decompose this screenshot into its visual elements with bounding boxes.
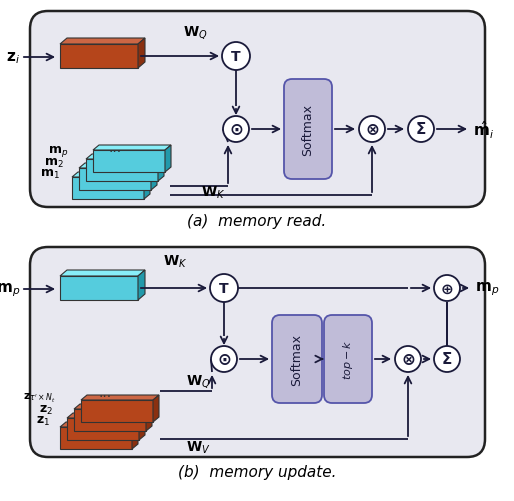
Bar <box>86 160 158 182</box>
Polygon shape <box>151 164 157 190</box>
FancyBboxPatch shape <box>30 247 485 457</box>
Text: $\mathbf{W}_Q$: $\mathbf{W}_Q$ <box>186 373 210 390</box>
FancyBboxPatch shape <box>30 12 485 207</box>
Text: $top-k$: $top-k$ <box>341 339 355 380</box>
Text: ...: ... <box>108 141 122 155</box>
Bar <box>60 277 138 301</box>
Circle shape <box>359 117 385 143</box>
Polygon shape <box>74 404 152 409</box>
Text: Σ: Σ <box>416 122 426 137</box>
Polygon shape <box>139 413 145 440</box>
Circle shape <box>210 275 238 303</box>
Text: $\mathbf{m}_p$: $\mathbf{m}_p$ <box>48 144 68 159</box>
Polygon shape <box>86 155 164 160</box>
Bar <box>74 409 146 431</box>
Circle shape <box>434 346 460 372</box>
Text: ⊙: ⊙ <box>217 350 231 368</box>
Polygon shape <box>132 422 138 449</box>
Polygon shape <box>67 413 145 418</box>
Polygon shape <box>79 164 157 169</box>
Polygon shape <box>144 173 150 199</box>
Text: ⊗: ⊗ <box>365 121 379 139</box>
FancyBboxPatch shape <box>272 315 322 403</box>
Text: $\mathbf{z}_1$: $\mathbf{z}_1$ <box>36 414 50 427</box>
Bar <box>72 178 144 199</box>
Bar <box>79 169 151 190</box>
Text: $\mathbf{z}_{\tau^\prime \times N_t}$: $\mathbf{z}_{\tau^\prime \times N_t}$ <box>23 391 56 404</box>
Bar <box>93 151 165 173</box>
Bar <box>60 427 132 449</box>
Polygon shape <box>165 146 171 173</box>
Text: ⊕: ⊕ <box>440 281 453 296</box>
Bar <box>60 45 138 69</box>
Text: $\mathbf{m}_p$: $\mathbf{m}_p$ <box>0 281 20 298</box>
Circle shape <box>434 276 460 302</box>
Text: $\hat{\mathbf{m}}_i$: $\hat{\mathbf{m}}_i$ <box>473 119 494 140</box>
Polygon shape <box>158 155 164 182</box>
Text: Softmax: Softmax <box>302 104 315 156</box>
Circle shape <box>408 117 434 143</box>
Polygon shape <box>60 422 138 427</box>
FancyBboxPatch shape <box>284 80 332 180</box>
Polygon shape <box>60 271 145 277</box>
Polygon shape <box>146 404 152 431</box>
Text: $\mathbf{W}_V$: $\mathbf{W}_V$ <box>186 439 210 455</box>
Polygon shape <box>153 395 159 422</box>
Polygon shape <box>81 395 159 400</box>
FancyBboxPatch shape <box>324 315 372 403</box>
Text: ⊙: ⊙ <box>229 121 243 139</box>
Text: $\mathbf{W}_K$: $\mathbf{W}_K$ <box>201 184 225 201</box>
Text: T: T <box>231 50 241 64</box>
Polygon shape <box>93 146 171 151</box>
Text: $\mathbf{m}_p$: $\mathbf{m}_p$ <box>475 280 499 297</box>
Polygon shape <box>138 271 145 301</box>
Text: $\mathbf{z}_i$: $\mathbf{z}_i$ <box>6 50 20 66</box>
Text: ⊗: ⊗ <box>401 350 415 368</box>
Text: (b)  memory update.: (b) memory update. <box>178 464 336 479</box>
Text: $\mathbf{W}_Q$: $\mathbf{W}_Q$ <box>182 24 207 41</box>
Circle shape <box>395 346 421 372</box>
Polygon shape <box>72 173 150 178</box>
Polygon shape <box>60 39 145 45</box>
Bar <box>67 418 139 440</box>
Circle shape <box>222 43 250 71</box>
Text: $\mathbf{z}_2$: $\mathbf{z}_2$ <box>39 403 53 416</box>
Text: $\mathbf{m}_2$: $\mathbf{m}_2$ <box>44 156 64 169</box>
Circle shape <box>211 346 237 372</box>
Circle shape <box>223 117 249 143</box>
Polygon shape <box>138 39 145 69</box>
Text: T: T <box>219 282 229 296</box>
Text: Softmax: Softmax <box>290 333 303 385</box>
Text: $\mathbf{m}_1$: $\mathbf{m}_1$ <box>40 167 60 180</box>
Text: Σ: Σ <box>442 352 452 367</box>
Bar <box>81 400 153 422</box>
Text: $\mathbf{W}_K$: $\mathbf{W}_K$ <box>163 254 187 270</box>
Text: ...: ... <box>99 385 112 399</box>
Text: (a)  memory read.: (a) memory read. <box>188 214 326 229</box>
